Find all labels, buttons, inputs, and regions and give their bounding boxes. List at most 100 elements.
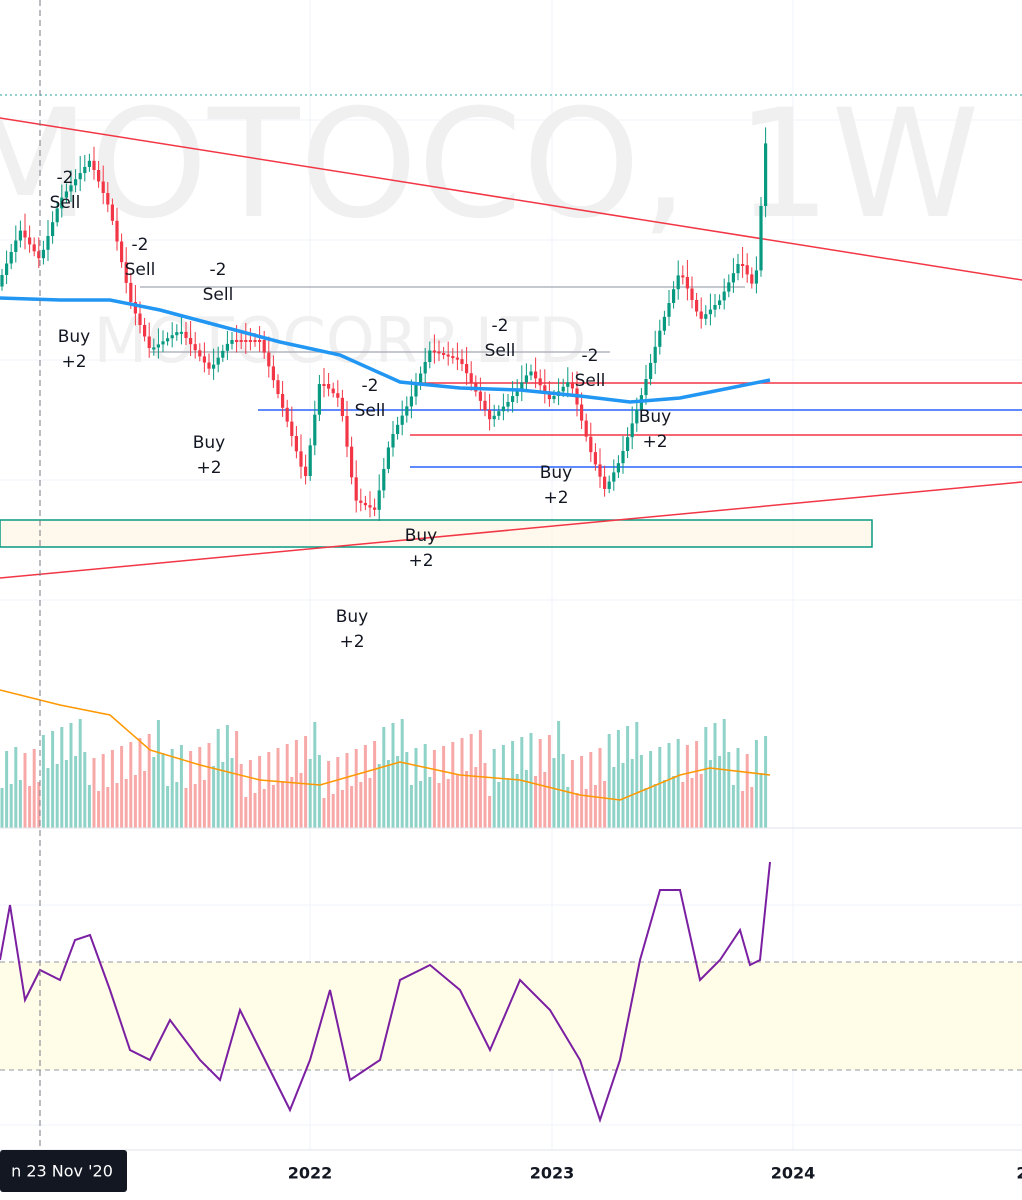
candle-body bbox=[630, 423, 634, 438]
volume-bar bbox=[736, 748, 740, 828]
volume-bar bbox=[152, 757, 156, 828]
candle-body bbox=[331, 388, 335, 394]
candle-body bbox=[511, 396, 515, 402]
candle-body bbox=[193, 344, 197, 351]
volume-bar bbox=[409, 785, 413, 828]
candle-body bbox=[216, 357, 220, 365]
volume-bar bbox=[685, 745, 689, 828]
volume-bar bbox=[55, 764, 59, 828]
volume-bar bbox=[14, 747, 18, 828]
candle-body bbox=[635, 409, 639, 424]
candle-body bbox=[336, 393, 340, 398]
candle-body bbox=[166, 338, 170, 342]
volume-bar bbox=[60, 727, 64, 828]
volume-bar bbox=[37, 782, 41, 828]
candle-body bbox=[106, 193, 110, 205]
candle-body bbox=[718, 300, 722, 305]
volume-bar bbox=[290, 777, 294, 828]
candle-body bbox=[138, 313, 142, 325]
volume-bar bbox=[74, 756, 78, 828]
volume-bar bbox=[534, 776, 538, 828]
candle-body bbox=[524, 375, 528, 383]
volume-bar bbox=[750, 787, 754, 828]
volume-bar bbox=[718, 756, 722, 828]
volume-bar bbox=[506, 778, 510, 828]
volume-bar bbox=[386, 760, 390, 828]
candle-body bbox=[23, 230, 27, 238]
volume-bar bbox=[764, 736, 768, 828]
volume-bar bbox=[97, 791, 101, 828]
candle-body bbox=[179, 331, 183, 334]
candle-body bbox=[465, 364, 469, 374]
candle-body bbox=[354, 477, 358, 501]
volume-bar bbox=[166, 786, 170, 828]
volume-bar bbox=[244, 797, 248, 828]
volume-bar bbox=[524, 770, 528, 828]
candle-body bbox=[267, 352, 271, 367]
candle-body bbox=[547, 392, 551, 400]
candle-body bbox=[699, 311, 703, 319]
volume-bar bbox=[478, 730, 482, 828]
volume-bar bbox=[221, 762, 225, 828]
volume-bar bbox=[616, 730, 620, 828]
candle-body bbox=[561, 386, 565, 392]
volume-bar bbox=[630, 759, 634, 828]
candle-body bbox=[18, 230, 22, 241]
candle-body bbox=[460, 359, 464, 364]
volume-bar bbox=[28, 786, 32, 828]
volume-bar bbox=[69, 723, 73, 828]
candle-body bbox=[230, 340, 234, 344]
volume-bar bbox=[483, 763, 487, 828]
candle-body bbox=[184, 331, 188, 338]
candle-body bbox=[258, 340, 262, 342]
volume-bar bbox=[419, 781, 423, 828]
volume-bar bbox=[681, 782, 685, 828]
volume-bar bbox=[354, 749, 358, 828]
candle-body bbox=[598, 464, 602, 477]
candle-body bbox=[97, 170, 101, 182]
candle-body bbox=[400, 415, 404, 425]
candle-body bbox=[198, 350, 202, 357]
candle-body bbox=[308, 445, 312, 476]
volume-bar bbox=[653, 784, 657, 828]
candle-body bbox=[722, 291, 726, 301]
candle-body bbox=[745, 265, 749, 275]
candle-body bbox=[299, 451, 303, 467]
volume-bar bbox=[396, 756, 400, 828]
candle-body bbox=[741, 264, 745, 266]
volume-bar bbox=[501, 745, 505, 828]
volume-bar bbox=[557, 721, 561, 828]
candle-body bbox=[529, 371, 533, 376]
volume-bar bbox=[451, 742, 455, 828]
volume-bar bbox=[603, 781, 607, 828]
signal-qty: +2 bbox=[543, 488, 568, 508]
volume-bar bbox=[18, 780, 22, 828]
candle-body bbox=[322, 384, 326, 386]
candle-body bbox=[455, 357, 459, 360]
volume-bar bbox=[754, 740, 758, 828]
volume-bar bbox=[156, 720, 160, 828]
volume-bar bbox=[235, 731, 239, 828]
signal-qty: -2 bbox=[57, 168, 74, 188]
volume-bar bbox=[0, 788, 4, 828]
candle-body bbox=[253, 340, 257, 342]
volume-bar bbox=[391, 723, 395, 828]
volume-bar bbox=[722, 719, 726, 828]
candles bbox=[0, 127, 768, 521]
candle-body bbox=[290, 421, 294, 436]
volume-bar bbox=[635, 722, 639, 828]
crosshair-label: n 23 Nov '20 bbox=[11, 1162, 113, 1181]
signal-qty: +2 bbox=[61, 352, 86, 372]
candle-body bbox=[626, 437, 630, 451]
volume-bar bbox=[400, 719, 404, 828]
volume-bar bbox=[106, 787, 110, 828]
signal-label: Buy bbox=[336, 607, 369, 627]
volume-bar bbox=[336, 757, 340, 828]
candle-body bbox=[681, 275, 685, 278]
candle-body bbox=[202, 356, 206, 363]
volume-bar bbox=[552, 758, 556, 828]
volume-bar bbox=[285, 744, 289, 828]
candle-body bbox=[488, 410, 492, 420]
candle-body bbox=[294, 436, 298, 452]
candle-body bbox=[446, 354, 450, 357]
